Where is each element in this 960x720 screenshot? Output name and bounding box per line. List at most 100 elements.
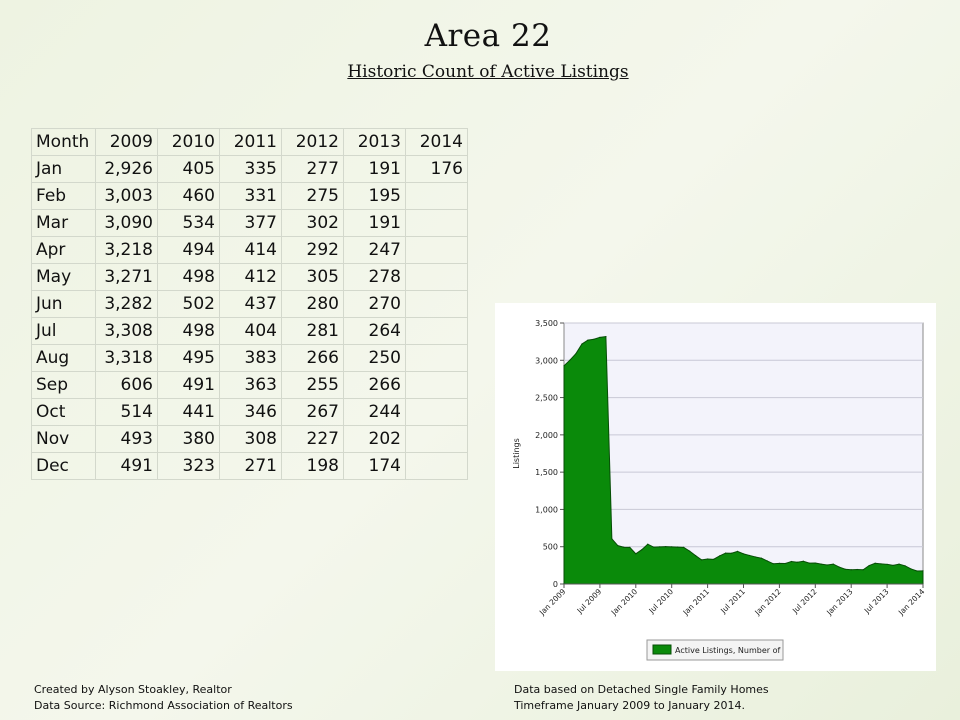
data-point — [808, 562, 810, 564]
table-row: Feb 3,003 460 331 275 195 — [31, 182, 468, 210]
data-point — [904, 565, 906, 567]
data-point — [695, 555, 697, 557]
y-tick-label: 1,000 — [535, 505, 558, 514]
data-point — [802, 560, 804, 562]
value-cell: 176 — [405, 155, 468, 183]
value-cell: 308 — [219, 425, 282, 453]
value-cell: 3,090 — [95, 209, 158, 237]
footer-creator: Created by Alyson Stoakley, Realtor — [34, 683, 232, 696]
value-cell: 255 — [281, 371, 344, 399]
month-cell: Aug — [31, 344, 96, 372]
data-point — [880, 563, 882, 565]
value-cell: 250 — [343, 344, 406, 372]
data-point — [766, 560, 769, 562]
value-cell: 3,318 — [95, 344, 158, 372]
month-cell: Jul — [31, 317, 96, 345]
value-cell: 498 — [157, 263, 220, 291]
value-cell: 264 — [343, 317, 406, 345]
value-cell: 441 — [157, 398, 220, 426]
page-subtitle: Historic Count of Active Listings — [347, 62, 629, 82]
value-cell: 202 — [343, 425, 406, 453]
data-point — [712, 558, 715, 560]
value-cell: 3,218 — [95, 236, 158, 264]
data-point — [707, 558, 709, 560]
data-point — [922, 570, 924, 572]
data-point — [736, 550, 739, 553]
month-cell: Feb — [31, 182, 96, 210]
value-cell: 493 — [95, 425, 158, 453]
value-cell: 281 — [281, 317, 344, 345]
column-header: 2011 — [219, 128, 282, 156]
x-tick-label: Jan 2012 — [752, 587, 783, 618]
y-tick-label: 0 — [553, 580, 558, 589]
data-point — [844, 568, 846, 570]
data-point — [886, 563, 888, 565]
value-cell: 491 — [157, 371, 220, 399]
chart-svg: 0 500 1,000 1,500 2,000 2,500 3,000 3,500 Jan 20… — [512, 319, 927, 661]
value-cell: 292 — [281, 236, 344, 264]
value-cell: 534 — [157, 209, 220, 237]
value-cell: 412 — [219, 263, 282, 291]
value-cell: 280 — [281, 290, 344, 318]
value-cell: 437 — [219, 290, 282, 318]
column-header: 2012 — [281, 128, 344, 156]
value-cell — [405, 263, 468, 291]
month-cell: Sep — [31, 371, 96, 399]
legend-label: Active Listings, Number of — [675, 646, 780, 655]
data-point — [653, 546, 655, 548]
value-cell: 491 — [95, 452, 158, 480]
listings-table: Month 2009 2010 2011 2012 2013 2014 Jan 2… — [31, 128, 468, 480]
data-point — [898, 563, 900, 565]
data-point — [856, 568, 858, 571]
value-cell — [405, 182, 468, 210]
value-cell — [405, 209, 468, 237]
value-cell: 3,271 — [95, 263, 158, 291]
column-header: 2014 — [405, 128, 468, 156]
value-cell: 383 — [219, 344, 282, 372]
data-point — [742, 553, 745, 555]
value-cell: 494 — [157, 236, 220, 264]
data-point — [850, 569, 852, 571]
value-cell: 363 — [219, 371, 282, 399]
value-cell: 277 — [281, 155, 344, 183]
data-point — [892, 564, 894, 566]
value-cell: 302 — [281, 209, 344, 237]
value-cell: 606 — [95, 371, 158, 399]
month-cell: Oct — [31, 398, 96, 426]
data-point — [718, 555, 721, 557]
value-cell: 380 — [157, 425, 220, 453]
x-tick-label: Jan 2010 — [609, 587, 640, 618]
area-series — [563, 336, 924, 585]
active-listings-chart: 0 500 1,000 1,500 2,000 2,500 3,000 3,500 Jan 20… — [495, 303, 936, 671]
table-row: Jun 3,282 502 437 280 270 — [31, 290, 468, 318]
table-row: Jul 3,308 498 404 281 264 — [31, 317, 468, 345]
data-point — [730, 552, 733, 554]
value-cell — [405, 290, 468, 318]
value-cell: 191 — [343, 155, 406, 183]
x-tick-label: Jan 2009 — [537, 587, 568, 618]
column-header: 2010 — [157, 128, 220, 156]
data-point — [814, 562, 816, 564]
data-point — [832, 563, 834, 565]
footer-right: Data based on Detached Single Family Hom… — [514, 682, 769, 714]
value-cell: 244 — [343, 398, 406, 426]
value-cell: 174 — [343, 452, 406, 480]
value-cell: 404 — [219, 317, 282, 345]
data-point — [641, 549, 643, 551]
month-cell: Nov — [31, 425, 96, 453]
data-point — [593, 338, 595, 340]
data-point — [635, 553, 637, 555]
table-header-row: Month 2009 2010 2011 2012 2013 2014 — [31, 128, 468, 156]
month-cell: Dec — [31, 452, 96, 480]
x-tick-label: Jan 2011 — [681, 587, 712, 618]
value-cell — [405, 371, 468, 399]
value-cell: 3,282 — [95, 290, 158, 318]
data-point — [599, 336, 601, 338]
column-header: Month — [31, 128, 96, 156]
table-row: Jan 2,926 405 335 277 191 176 — [31, 155, 468, 183]
value-cell: 502 — [157, 290, 220, 318]
data-point — [611, 538, 613, 540]
x-tick-label: Jul 2013 — [862, 587, 891, 616]
column-header: 2009 — [95, 128, 158, 156]
data-point — [772, 563, 775, 565]
